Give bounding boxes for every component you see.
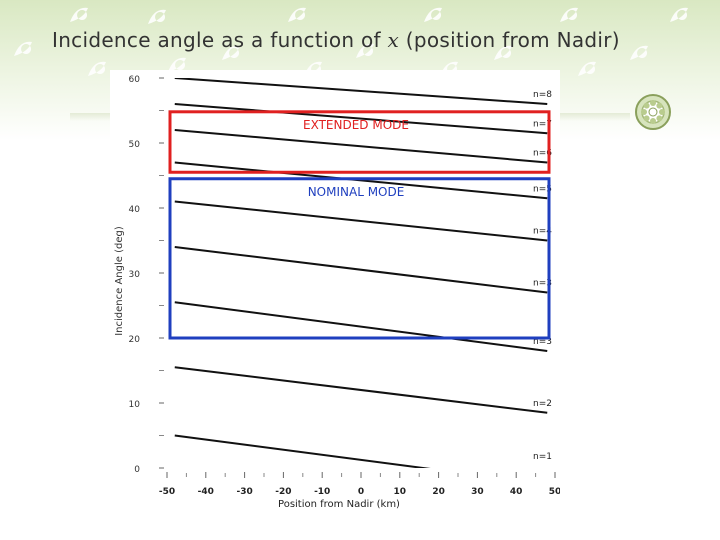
y-axis-label: Incidence Angle (deg) <box>114 226 125 336</box>
series-label: n=5 <box>533 184 552 194</box>
leaf-sprig-icon <box>70 7 88 22</box>
flower-badge-icon <box>635 94 671 130</box>
title-text-end: (position from Nadir) <box>399 28 620 52</box>
leaf-sprig-icon <box>14 41 32 56</box>
x-tick-label: -50 <box>159 487 175 497</box>
leaf-sprig-icon <box>148 9 166 24</box>
series-line <box>174 161 548 200</box>
series-label: n=3 <box>533 337 552 347</box>
series-label: n=3 <box>533 279 552 289</box>
y-tick-label: 40 <box>129 205 141 215</box>
series-line <box>174 366 548 414</box>
series-label: n=2 <box>533 399 552 409</box>
y-tick-label: 0 <box>134 465 140 475</box>
y-tick-label: 20 <box>129 335 141 345</box>
leaf-sprig-icon <box>168 57 186 72</box>
x-tick-label: 10 <box>394 487 407 497</box>
slide-title: Incidence angle as a function of x (posi… <box>52 28 620 52</box>
series-label: n=6 <box>533 149 552 159</box>
title-variable: x <box>387 28 400 52</box>
leaf-sprig-icon <box>560 7 578 22</box>
series-line <box>174 200 548 242</box>
title-text-start: Incidence angle as a function of <box>52 28 388 52</box>
mode-region-label: NOMINAL MODE <box>308 185 405 199</box>
series-label: n=8 <box>533 90 552 100</box>
x-tick-label: -20 <box>275 487 291 497</box>
x-tick-label: 30 <box>471 487 484 497</box>
x-axis-label: Position from Nadir (km) <box>278 499 400 510</box>
series-label: n=7 <box>533 119 552 129</box>
series-line <box>174 246 548 294</box>
incidence-angle-chart: 0 10 20 30 40 50 60 -50 -40 -30 -20 -10 0 10 20 30 40 50 P… <box>114 75 560 510</box>
y-tick-label: 50 <box>129 140 141 150</box>
mode-region-box <box>168 177 551 340</box>
leaf-sprig-icon <box>494 45 512 60</box>
series-label: n=4 <box>533 227 552 237</box>
series-line <box>174 301 548 352</box>
series-line <box>174 434 431 468</box>
leaf-sprig-icon <box>356 43 374 58</box>
leaf-sprig-icon <box>88 61 106 76</box>
series-line <box>174 103 548 135</box>
series-label: n=1 <box>533 452 552 462</box>
x-tick-label: 20 <box>432 487 445 497</box>
leaf-sprig-icon <box>578 61 596 76</box>
leaf-sprig-icon <box>288 7 306 22</box>
chart-panel: 0 10 20 30 40 50 60 -50 -40 -30 -20 -10 0 10 20 30 40 50 P… <box>110 70 560 510</box>
leaf-sprig-icon <box>222 45 240 60</box>
series-line <box>174 78 548 105</box>
leaf-sprig-icon <box>424 7 442 22</box>
mode-region-label: EXTENDED MODE <box>303 118 409 132</box>
x-tick-label: 40 <box>510 487 523 497</box>
x-tick-label: -10 <box>314 487 330 497</box>
y-tick-label: 30 <box>129 270 141 280</box>
series-line <box>174 129 548 164</box>
x-tick-label: -40 <box>198 487 214 497</box>
y-tick-label: 10 <box>129 400 141 410</box>
x-tick-label: -30 <box>236 487 252 497</box>
x-tick-label: 0 <box>358 487 364 497</box>
x-tick-label: 50 <box>549 487 560 497</box>
mode-region-box <box>168 110 551 174</box>
leaf-sprig-icon <box>630 45 648 60</box>
leaf-sprig-icon <box>670 7 688 22</box>
y-tick-label: 60 <box>129 75 141 85</box>
